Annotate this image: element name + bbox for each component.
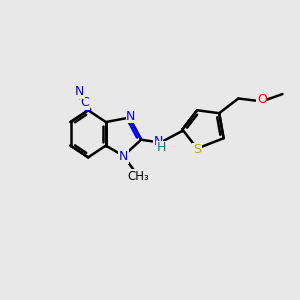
Text: CH₃: CH₃: [127, 170, 149, 183]
Text: N: N: [126, 110, 136, 123]
Text: N: N: [75, 85, 84, 98]
Text: N: N: [153, 135, 163, 148]
Text: S: S: [193, 143, 201, 157]
Text: O: O: [257, 93, 267, 106]
Text: C: C: [80, 96, 89, 109]
Text: H: H: [157, 141, 167, 154]
Text: N: N: [119, 150, 128, 163]
